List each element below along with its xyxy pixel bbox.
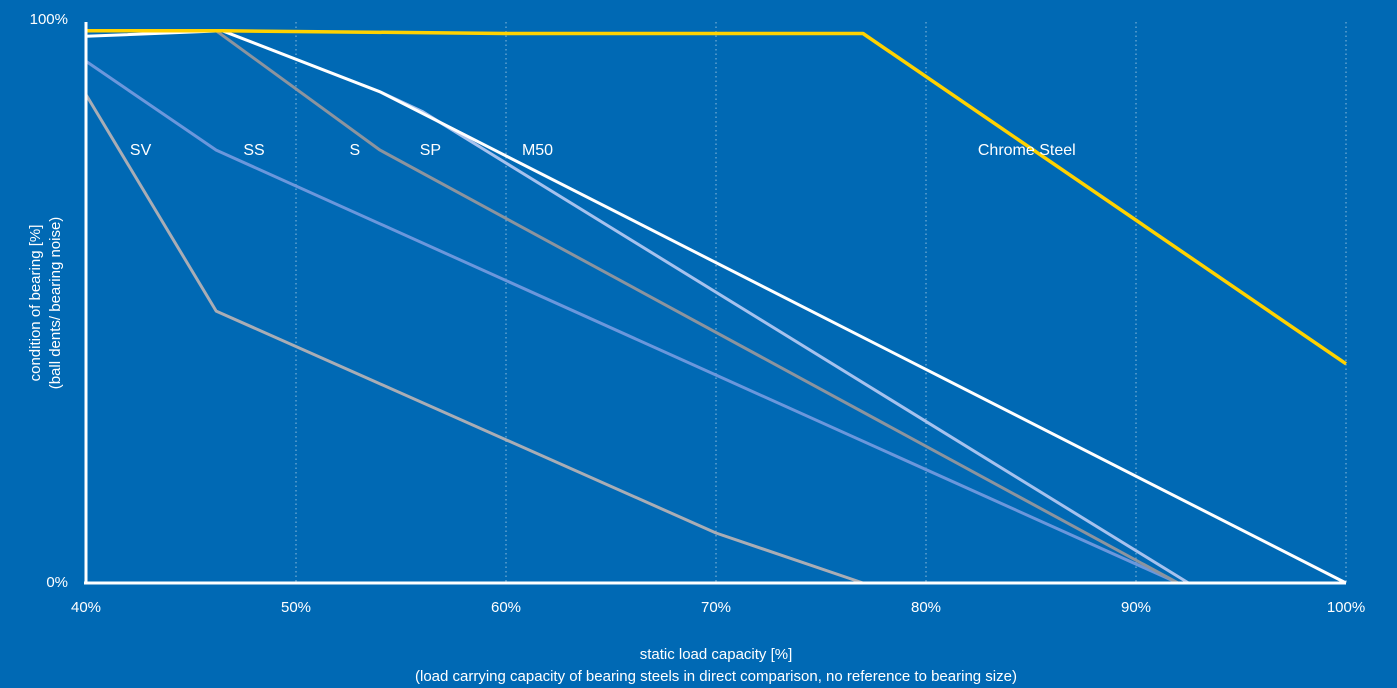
x-tick-label: 40% — [71, 599, 101, 616]
series-label: SV — [130, 142, 152, 159]
x-tick-label: 90% — [1121, 599, 1151, 616]
series-label: SP — [420, 142, 441, 159]
series-label: M50 — [522, 142, 553, 159]
series-label: S — [349, 142, 360, 159]
series-label: Chrome Steel — [978, 142, 1076, 159]
x-tick-labels: 40% 50% 60% 70% 80% 90% 100% — [71, 599, 1365, 616]
y-axis-note: (ball dents/ bearing noise) — [47, 217, 64, 390]
x-tick-label: 70% — [701, 599, 731, 616]
series-lines — [84, 29, 1347, 585]
y-tick-label: 0% — [46, 574, 68, 591]
axes — [84, 22, 1346, 585]
y-tick-labels: 0% 100% — [30, 11, 68, 591]
x-axis-title: static load capacity [%] — [640, 646, 793, 663]
series-line-chrome-steel — [86, 29, 1347, 366]
y-axis-title: condition of bearing [%] — [27, 225, 44, 382]
x-tick-label: 60% — [491, 599, 521, 616]
series-line-sp — [379, 90, 1190, 585]
series-line-sv — [84, 93, 864, 585]
x-tick-label: 80% — [911, 599, 941, 616]
grid-lines — [295, 22, 1347, 583]
x-tick-label: 100% — [1327, 599, 1365, 616]
x-tick-label: 50% — [281, 599, 311, 616]
series-line-m50 — [85, 29, 1347, 585]
x-axis-note: (load carrying capacity of bearing steel… — [415, 668, 1017, 685]
y-tick-label: 100% — [30, 11, 68, 28]
series-label: SS — [243, 142, 264, 159]
series-line-s — [215, 29, 1179, 585]
series-labels: SV SS S SP M50 Chrome Steel — [130, 142, 1076, 159]
series-line-ss — [85, 60, 1179, 585]
